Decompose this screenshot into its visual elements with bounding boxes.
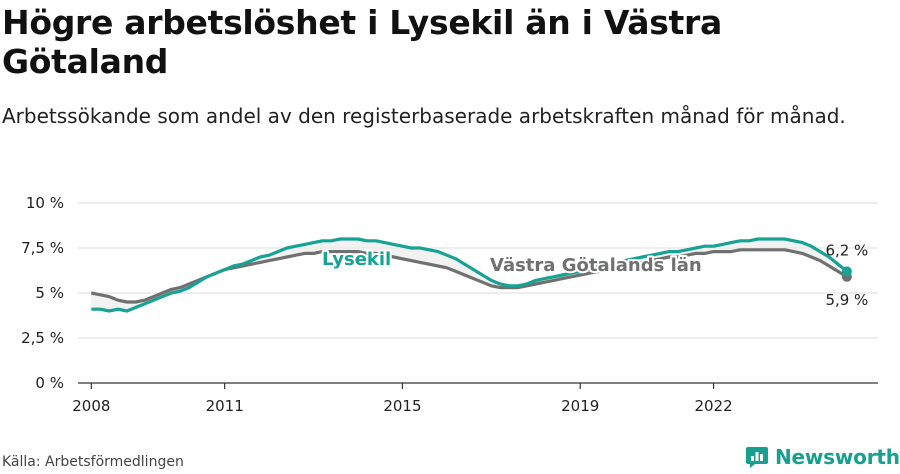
end-value-label-lysekil: 6,2 % bbox=[825, 241, 868, 259]
brand-logo[interactable]: Newsworthy bbox=[745, 444, 900, 470]
series-line-lysekil bbox=[91, 237, 848, 313]
source-note: Källa: Arbetsförmedlingen bbox=[2, 454, 184, 470]
y-tick-label: 0 % bbox=[35, 374, 64, 392]
series-label-vastra-gotaland: Västra Götalands län bbox=[490, 255, 702, 276]
y-tick-label: 2,5 % bbox=[21, 329, 64, 347]
end-value-label-vastra-gotaland: 5,9 % bbox=[825, 291, 868, 309]
series-label-vastra-gotaland-halo: Västra Götalands län bbox=[490, 255, 702, 276]
chart-title: Högre arbetslöshet i Lysekil än i Västra… bbox=[2, 3, 722, 81]
y-tick-label: 7,5 % bbox=[21, 239, 64, 257]
bar-chart-icon bbox=[746, 447, 768, 468]
x-tick-label: 2011 bbox=[206, 397, 244, 415]
x-tick-label: 2008 bbox=[72, 397, 110, 415]
y-tick-label: 10 % bbox=[26, 194, 64, 212]
series-line-vastra-gotaland bbox=[90, 248, 848, 304]
series-end-point bbox=[841, 266, 852, 277]
chart-subtitle: Arbetssökande som andel av den registerb… bbox=[2, 104, 846, 128]
series-label-lysekil: Lysekil bbox=[322, 249, 391, 270]
x-tick-label: 2019 bbox=[561, 397, 599, 415]
x-tick-label: 2022 bbox=[694, 397, 732, 415]
brand-name: Newsworthy bbox=[775, 445, 900, 469]
y-tick-label: 5 % bbox=[35, 284, 64, 302]
x-tick-label: 2015 bbox=[383, 397, 421, 415]
axes: 0 % 2,5 % 5 % 7,5 % 10 % 2008 2011 2015 2019 2022 bbox=[21, 194, 878, 415]
series-label-lysekil-halo: Lysekil bbox=[322, 249, 391, 270]
